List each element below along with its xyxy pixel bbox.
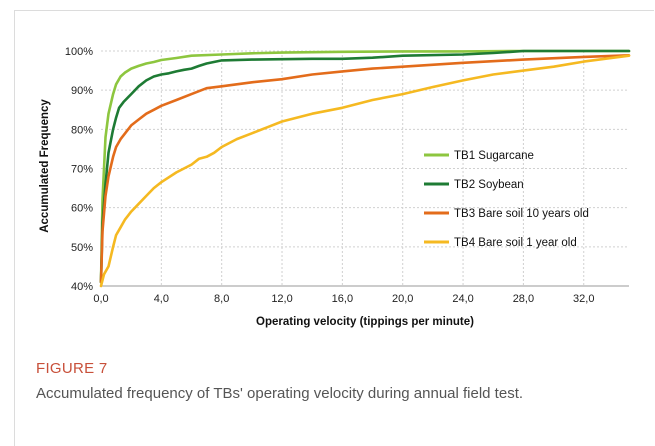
chart-series [99, 49, 631, 288]
legend-label: TB3 Bare soil 10 years old [454, 208, 589, 220]
y-axis-title: Accumulated Frequency [39, 99, 51, 233]
series-line-tb2-soybean [99, 49, 631, 284]
y-tick-labels: 40% 50% 60% 70% 80% 90% 100% [65, 46, 93, 293]
legend-label: TB2 Soybean [454, 179, 524, 191]
y-tick-label: 40% [71, 281, 93, 293]
chart-legend: TB1 Sugarcane TB2 Soybean TB3 Bare soil 10… [424, 150, 589, 249]
chart-grid [101, 50, 629, 286]
y-tick-label: 70% [71, 164, 93, 176]
y-tick-label: 50% [71, 242, 93, 254]
series-line-tb1-sugarcane [99, 49, 631, 284]
x-tick-labels: 0,0 4,0 8,0 12,0 16,0 20,0 24,0 28,0 32,0 [93, 293, 594, 305]
y-tick-label: 80% [71, 124, 93, 136]
figure-caption: Accumulated frequency of TBs' operating … [36, 385, 524, 402]
legend-label: TB4 Bare soil 1 year old [454, 237, 577, 249]
x-tick-label: 12,0 [271, 293, 292, 305]
x-tick-label: 32,0 [573, 293, 594, 305]
x-tick-label: 8,0 [214, 293, 229, 305]
figure-frame [14, 10, 654, 446]
y-tick-label: 90% [71, 85, 93, 97]
x-tick-label: 28,0 [513, 293, 534, 305]
y-tick-label: 100% [65, 46, 93, 58]
x-tick-label: 20,0 [392, 293, 413, 305]
chart: 40% 50% 60% 70% 80% 90% 100% 0,0 4,0 8,0 12,0 16,0… [39, 46, 631, 328]
x-tick-label: 0,0 [93, 293, 108, 305]
x-tick-label: 4,0 [154, 293, 169, 305]
figure-label: FIGURE 7 [36, 360, 108, 377]
x-axis-title: Operating velocity (tippings per minute) [256, 316, 474, 328]
series-line-tb3-bare-soil-10-years-old [99, 53, 631, 284]
x-tick-label: 16,0 [332, 293, 353, 305]
series-line-tb4-bare-soil-1-year-old [99, 54, 631, 288]
x-tick-label: 24,0 [452, 293, 473, 305]
legend-label: TB1 Sugarcane [454, 150, 534, 162]
y-tick-label: 60% [71, 203, 93, 215]
